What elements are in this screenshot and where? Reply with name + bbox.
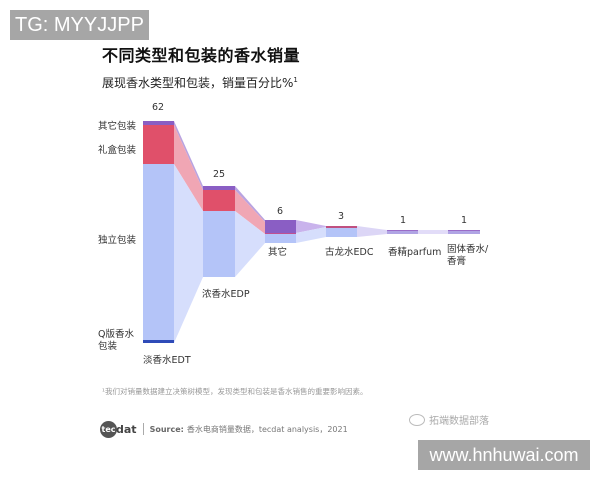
flow-blue-1	[174, 164, 203, 343]
logo-circle-icon: tec	[100, 420, 117, 438]
bar-other	[265, 220, 296, 243]
category-label-edc: 古龙水EDC	[325, 246, 374, 258]
flow-purple-3	[296, 220, 326, 233]
category-label-other: 其它	[268, 246, 287, 258]
flow-purple-2	[235, 186, 265, 222]
logo-text: dat	[116, 422, 137, 436]
divider	[142, 423, 144, 435]
flow-blue-3	[296, 227, 326, 243]
bar-edt	[143, 121, 174, 343]
watermark-bottom: www.hnhuwai.com	[418, 440, 590, 470]
value-label-solid: 1	[461, 215, 467, 226]
packaging-label-q-line1: Q版香水	[98, 328, 134, 340]
source-line: tec dat Source: 香水电商销量数据，tecdat analysis…	[100, 419, 348, 439]
footnote: ¹我们对销量数据建立决策树模型，发现类型和包装是香水销售的重要影响因素。	[102, 387, 368, 396]
wechat-icon	[409, 413, 425, 426]
packaging-label-other: 其它包装	[98, 120, 137, 132]
packaging-label-gift: 礼盒包装	[98, 144, 137, 156]
value-label-other: 6	[277, 206, 283, 217]
category-label-parfum: 香精parfum	[388, 246, 441, 258]
flow-red-2	[235, 190, 265, 234]
tecdat-logo: tec dat	[100, 420, 137, 438]
category-label-solid-line1: 固体香水/	[447, 243, 489, 255]
subtitle-text: 展现香水类型和包装，销量百分比%	[102, 76, 294, 90]
chart-title: 不同类型和包装的香水销量	[102, 46, 301, 65]
value-label-edp: 25	[213, 169, 225, 180]
watermark-top: TG: MYYJJPP	[10, 10, 149, 40]
value-label-edt: 62	[152, 102, 164, 113]
value-label-parfum: 1	[400, 215, 406, 226]
chart-subtitle: 展现香水类型和包装，销量百分比%1	[102, 74, 298, 91]
category-label-edt: 淡香水EDT	[143, 354, 191, 366]
source-text: 香水电商销量数据，tecdat analysis，2021	[186, 424, 348, 434]
bar-edp	[203, 186, 235, 277]
flow-mix-5	[418, 230, 448, 234]
flow-red-1	[174, 125, 203, 211]
packaging-label-q-line2: 包装	[98, 340, 118, 352]
subtitle-footnote-marker: 1	[293, 76, 298, 84]
packaging-label-standalone: 独立包装	[98, 234, 137, 246]
flow-mix-4	[357, 226, 387, 237]
wechat-text: 拓端数据部落	[429, 416, 489, 427]
bar-edc	[326, 226, 357, 237]
category-label-edp: 浓香水EDP	[202, 288, 250, 300]
bar-solid	[448, 230, 480, 234]
flow-purple-1	[174, 121, 203, 190]
source-label: Source:	[149, 424, 184, 434]
wechat-watermark: 拓端数据部落	[409, 412, 489, 427]
value-label-edc: 3	[338, 211, 344, 222]
flow-bands	[174, 121, 448, 343]
category-label-solid-line2: 香膏	[447, 255, 466, 267]
flow-blue-2	[235, 211, 265, 277]
bar-parfum	[387, 230, 418, 234]
